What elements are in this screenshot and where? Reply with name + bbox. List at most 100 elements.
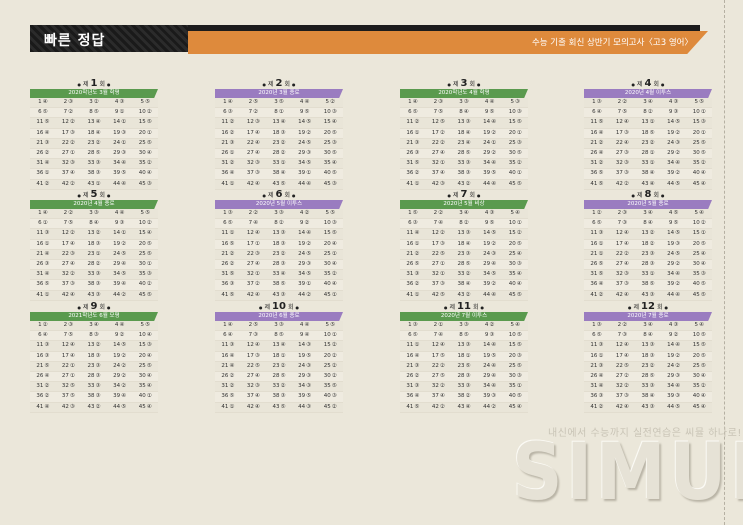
answer-cell: 19②	[292, 240, 318, 249]
answer: ③	[119, 220, 125, 227]
answer-cell: 17②	[426, 129, 452, 138]
answer-cell: 2③	[610, 209, 636, 218]
question-number: 44	[667, 180, 675, 187]
answer-cell: 36④	[584, 280, 610, 289]
question-number: 4	[114, 99, 119, 105]
question-number: 14	[483, 230, 491, 237]
answer-cell: 36②	[400, 280, 426, 289]
question-number: 27	[431, 149, 439, 156]
question-number: 19	[667, 240, 675, 247]
answer: ②	[95, 403, 101, 410]
answer-cell: 29②	[661, 260, 687, 269]
test-source: 2020년 5월 종로	[584, 200, 712, 209]
answer-row: 1② 2③ 3④ 4④ 5⑤	[30, 321, 158, 332]
answer: ③	[44, 260, 50, 267]
question-number: 40	[138, 281, 146, 288]
question-number: 29	[667, 260, 675, 267]
answer: ④	[439, 149, 445, 156]
answer-cell: 35⑤	[317, 382, 343, 391]
answer-cell: 31⑤	[400, 159, 426, 168]
answer: ④	[463, 109, 469, 116]
answer-row: 1④ 2② 3③ 4④ 5⑤	[30, 209, 158, 220]
answer: ②	[93, 99, 99, 105]
question-number: 19	[113, 352, 121, 359]
answer: ④	[465, 129, 471, 136]
question-number: 28	[272, 260, 280, 267]
question-number: 30	[692, 260, 700, 267]
question-number: 28	[272, 149, 280, 156]
answer: ⑤	[44, 281, 50, 288]
answer: ③	[596, 99, 602, 105]
answer: ②	[44, 149, 50, 156]
question-number: 30	[692, 372, 700, 379]
answer-row: 26⑤ 27④ 28③ 29② 30④	[584, 259, 712, 271]
answer-cell: 33②	[451, 270, 477, 279]
test-source: 2021학년도 6월 모평	[30, 312, 158, 321]
answer: ④	[42, 210, 48, 216]
question-number: 6	[408, 220, 412, 227]
answer: ⑤	[68, 332, 74, 339]
answer-cell: 38②	[451, 392, 477, 401]
answer: ④	[491, 372, 497, 379]
question-number: 40	[138, 170, 146, 177]
answer: ③	[227, 210, 233, 216]
answer-cell: 17⑤	[426, 352, 452, 361]
question-number: 5	[510, 99, 514, 105]
question-number: 42	[615, 403, 623, 410]
question-number: 19	[667, 352, 675, 359]
test-source: 2020학년도 4월 학평	[400, 89, 528, 98]
answer-row: 11③ 12④ 13④ 14③ 15②	[215, 341, 343, 352]
answer: ③	[95, 352, 101, 359]
question-number: 12	[615, 342, 623, 349]
answer-cell: 24②	[107, 362, 133, 371]
answer-cell: 15④	[132, 229, 158, 238]
answer-cell: 40④	[686, 169, 712, 178]
answer: ④	[95, 119, 101, 126]
question-number: 22	[431, 362, 439, 369]
answer-cell: 18③	[266, 129, 292, 138]
answer-row: 41② 42④ 43③ 44④ 45⑤	[584, 290, 712, 301]
answer: ②	[69, 230, 75, 237]
answer: ⑤	[229, 240, 235, 247]
answer: ④	[491, 119, 497, 126]
answer-cell: 35②	[686, 382, 712, 391]
answer-cell: 15③	[686, 118, 712, 127]
question-number: 34	[298, 160, 306, 167]
answer: ③	[44, 139, 50, 146]
answer: ③	[439, 240, 445, 247]
question-number: 6	[592, 332, 596, 339]
answer-cell: 12④	[56, 341, 82, 350]
question-number: 16	[406, 352, 414, 359]
answer-cell: 11③	[30, 229, 56, 238]
question-number: 30	[508, 260, 516, 267]
answer: ④	[69, 352, 75, 359]
answer-cell: 13③	[451, 229, 477, 238]
question-number: 14	[667, 119, 675, 126]
answer-cell: 2③	[56, 98, 82, 107]
answer-cell: 24②	[661, 362, 687, 371]
answer-row: 11① 12④ 13③ 14④ 15⑤	[215, 229, 343, 240]
question-number: 11	[36, 119, 44, 126]
answer: ④	[146, 383, 152, 390]
answer-cell: 45④	[132, 403, 158, 412]
question-number: 4	[484, 99, 489, 105]
answer-row: 21① 22② 23③ 24⑤ 25④	[584, 249, 712, 260]
question-number: 40	[138, 393, 146, 400]
answer: ④	[675, 291, 681, 298]
question-number: 5	[325, 210, 329, 216]
question-number: 39	[298, 170, 306, 177]
answer: ⑤	[253, 322, 259, 328]
label-prefix: 제	[449, 304, 456, 311]
question-number: 8	[459, 332, 463, 339]
answer-cell: 43④	[635, 180, 661, 189]
answer-cell: 14⑤	[292, 118, 318, 127]
answer: ⑤	[465, 362, 471, 369]
question-number: 41	[221, 180, 229, 187]
question-number: 22	[61, 250, 69, 257]
question-number: 42	[431, 403, 439, 410]
question-number: 2	[617, 99, 622, 105]
answer-cell: 32③	[610, 159, 636, 168]
answer-cell: 3③	[266, 209, 292, 218]
answer: ②	[329, 99, 335, 105]
question-number: 21	[36, 362, 44, 369]
